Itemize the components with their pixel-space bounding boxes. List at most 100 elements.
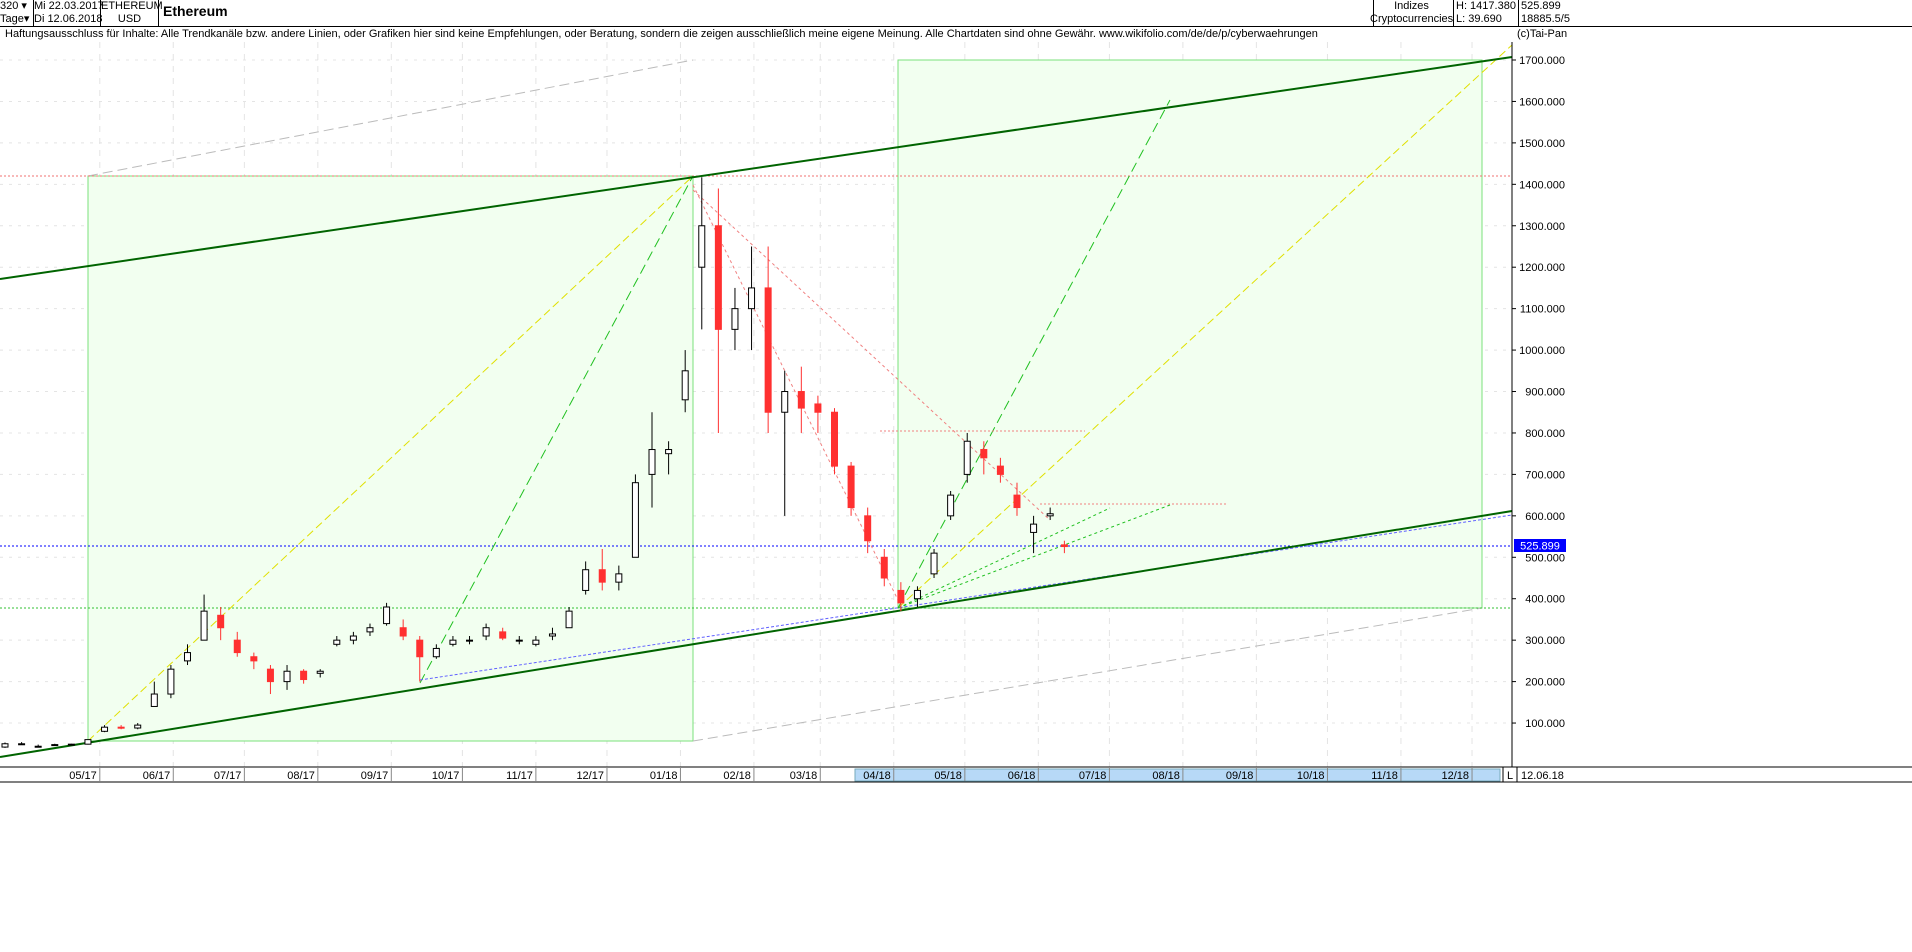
- candle: [548, 627, 556, 641]
- candle: [34, 744, 42, 748]
- gray-dashed-line: [87, 59, 694, 177]
- candle: [648, 412, 656, 508]
- candle: [101, 725, 109, 733]
- y-tick-label: 1000.000: [1519, 345, 1565, 357]
- candle: [714, 188, 722, 433]
- candle-body: [980, 449, 988, 459]
- annotations: [0, 44, 1513, 758]
- candle-body: [266, 668, 274, 683]
- candle: [283, 665, 291, 690]
- fan-line: [897, 504, 1171, 609]
- x-tick-label: 08/18: [1152, 770, 1180, 782]
- candle: [565, 607, 573, 629]
- candle-body: [366, 627, 374, 633]
- y-tick-label: 1700.000: [1519, 55, 1565, 67]
- candle-body: [764, 287, 772, 413]
- candle-body: [300, 670, 308, 681]
- candle-body: [847, 465, 855, 509]
- candle: [333, 636, 341, 647]
- candle: [913, 586, 921, 608]
- x-tick-label: 07/17: [214, 770, 242, 782]
- y-tick-label: 800.000: [1525, 428, 1565, 440]
- candle-body: [101, 726, 109, 732]
- candle: [399, 619, 407, 641]
- candle: [432, 644, 440, 659]
- current-date: 12.06.18: [1521, 770, 1564, 782]
- candle-body: [449, 639, 457, 645]
- candle-body: [250, 656, 258, 662]
- candle: [233, 631, 241, 657]
- candle-body: [913, 589, 921, 600]
- candle: [731, 287, 739, 351]
- disclaimer: Haftungsausschluss für Inhalte: Alle Tre…: [5, 28, 1318, 40]
- candle-body: [880, 556, 888, 579]
- extra-value: 18885.5/5: [1521, 13, 1570, 25]
- candle: [150, 681, 158, 707]
- candle-body: [217, 614, 225, 629]
- candle-body: [598, 569, 606, 583]
- x-tick-label: 09/18: [1226, 770, 1254, 782]
- low-value: L: 39.690: [1456, 13, 1502, 25]
- candle: [200, 594, 208, 641]
- visible-range-scrollbar[interactable]: [854, 768, 1501, 782]
- yellow-dashed-line: [897, 44, 1513, 609]
- period-unit-dropdown[interactable]: Tage▾: [0, 13, 30, 25]
- candle: [698, 177, 706, 330]
- candle: [250, 652, 258, 670]
- scale-mode-button[interactable]: L: [1507, 770, 1513, 782]
- candle: [797, 366, 805, 433]
- candle-body: [1, 743, 9, 748]
- candle: [980, 441, 988, 475]
- candle: [781, 370, 789, 516]
- candle: [349, 631, 357, 645]
- candle-body: [316, 670, 324, 674]
- candle: [383, 602, 391, 626]
- x-tick-label: 06/17: [143, 770, 171, 782]
- period-selector[interactable]: 320 ▾ Tage▾: [0, 0, 34, 26]
- candle: [84, 739, 92, 745]
- candle-body: [615, 573, 623, 583]
- candle: [1046, 507, 1054, 520]
- candle-body: [84, 739, 92, 745]
- candle-body: [1030, 523, 1038, 533]
- candle: [416, 636, 424, 682]
- candle-body: [996, 465, 1004, 475]
- green-dashed-line: [419, 175, 694, 684]
- y-tick-label: 500.000: [1525, 552, 1565, 564]
- candle: [748, 246, 756, 351]
- copyright: (c)Tai-Pan: [1517, 28, 1568, 40]
- subgroup: Cryptocurrencies: [1370, 13, 1454, 25]
- candle-body: [67, 743, 75, 746]
- candle: [466, 636, 474, 645]
- candle-body: [797, 391, 805, 409]
- x-tick-label: 09/17: [361, 770, 389, 782]
- candle-body: [930, 552, 938, 575]
- candle: [18, 742, 26, 746]
- date-range: Mi 22.03.2017 Di 12.06.2018: [34, 0, 104, 26]
- y-axis: 100.000 200.000 300.000 400.000 500.000 600.0…: [1511, 42, 1566, 767]
- candle-body: [814, 403, 822, 413]
- candle: [847, 461, 855, 516]
- candle: [814, 395, 822, 433]
- y-tick-label: 1100.000: [1520, 304, 1565, 316]
- y-tick-label: 1200.000: [1519, 262, 1565, 274]
- candle-body: [631, 482, 639, 558]
- y-tick-label: 100.000: [1525, 718, 1565, 730]
- candle-body: [183, 652, 191, 662]
- yellow-dashed-line: [87, 175, 694, 742]
- candle: [217, 607, 225, 641]
- candle-body: [748, 287, 756, 310]
- candle-body: [565, 610, 573, 629]
- candle: [167, 665, 175, 699]
- candle: [897, 582, 905, 612]
- candle: [681, 350, 689, 413]
- candle-body: [1060, 544, 1068, 548]
- group: Indizes: [1394, 0, 1429, 12]
- y-tick-label: 1600.000: [1519, 96, 1565, 108]
- candle-body: [963, 440, 971, 475]
- candles: [1, 177, 1068, 748]
- candle-body: [714, 225, 722, 330]
- period-count-dropdown[interactable]: 320 ▾: [0, 0, 27, 12]
- candle-body: [1013, 494, 1021, 509]
